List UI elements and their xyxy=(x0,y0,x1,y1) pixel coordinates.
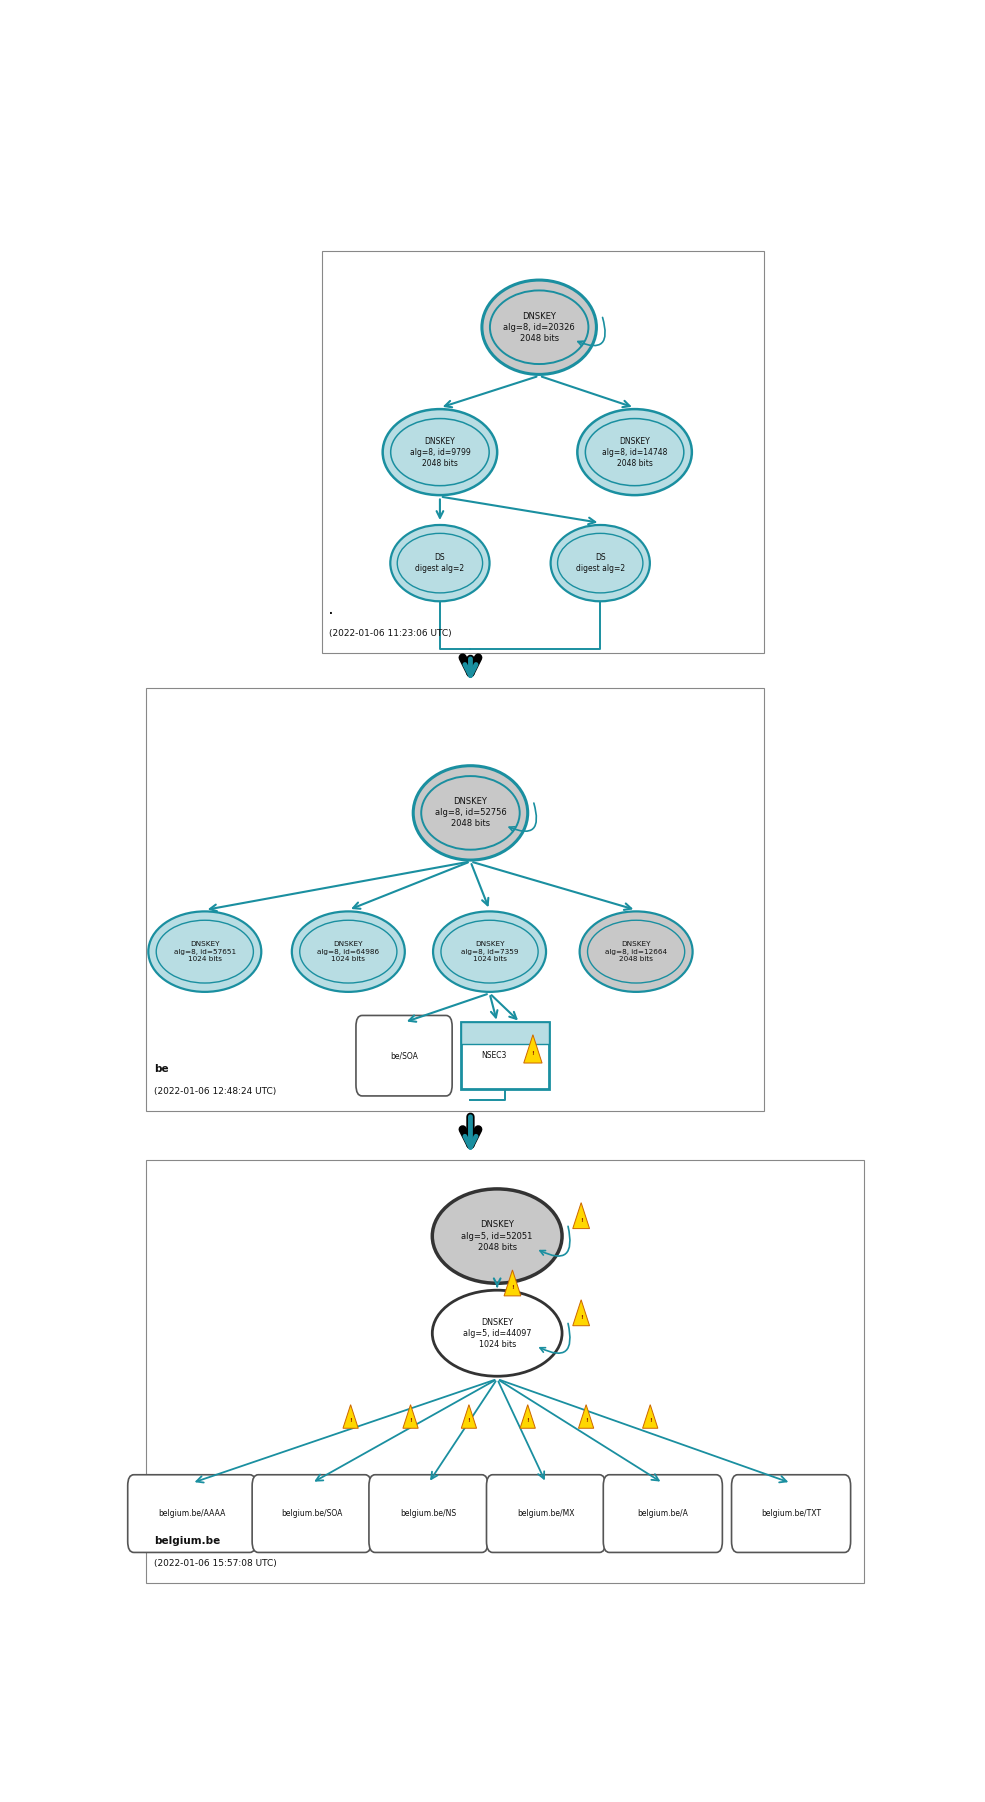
Ellipse shape xyxy=(292,912,405,991)
Text: belgium.be/A: belgium.be/A xyxy=(637,1508,689,1517)
Ellipse shape xyxy=(482,279,597,375)
Text: belgium.be/TXT: belgium.be/TXT xyxy=(761,1508,821,1517)
FancyBboxPatch shape xyxy=(252,1474,371,1553)
Text: belgium.be/AAAA: belgium.be/AAAA xyxy=(159,1508,226,1517)
Polygon shape xyxy=(504,1270,521,1296)
Text: DNSKEY
alg=5, id=44097
1024 bits: DNSKEY alg=5, id=44097 1024 bits xyxy=(463,1317,532,1350)
Text: DNSKEY
alg=8, id=57651
1024 bits: DNSKEY alg=8, id=57651 1024 bits xyxy=(173,941,235,962)
Text: !: ! xyxy=(511,1285,514,1290)
Text: !: ! xyxy=(349,1418,352,1424)
Text: DS
digest alg=2: DS digest alg=2 xyxy=(416,553,465,573)
Text: belgium.be/NS: belgium.be/NS xyxy=(401,1508,456,1517)
Ellipse shape xyxy=(432,1189,562,1283)
Ellipse shape xyxy=(551,524,650,602)
Text: !: ! xyxy=(468,1418,471,1424)
Text: (2022-01-06 11:23:06 UTC): (2022-01-06 11:23:06 UTC) xyxy=(329,629,452,638)
FancyBboxPatch shape xyxy=(128,1474,256,1553)
Ellipse shape xyxy=(414,766,528,860)
Text: !: ! xyxy=(580,1218,582,1224)
Text: be: be xyxy=(154,1063,168,1074)
Text: !: ! xyxy=(585,1418,587,1424)
Text: !: ! xyxy=(409,1418,412,1424)
Text: DS
digest alg=2: DS digest alg=2 xyxy=(575,553,624,573)
Text: (2022-01-06 12:48:24 UTC): (2022-01-06 12:48:24 UTC) xyxy=(154,1087,276,1096)
Bar xyxy=(461,1022,549,1088)
Text: DNSKEY
alg=8, id=12664
2048 bits: DNSKEY alg=8, id=12664 2048 bits xyxy=(605,941,667,962)
Text: NSEC3: NSEC3 xyxy=(482,1051,507,1060)
Text: DNSKEY
alg=8, id=52756
2048 bits: DNSKEY alg=8, id=52756 2048 bits xyxy=(434,796,506,829)
Text: DNSKEY
alg=8, id=9799
2048 bits: DNSKEY alg=8, id=9799 2048 bits xyxy=(410,436,470,469)
FancyBboxPatch shape xyxy=(369,1474,488,1553)
Ellipse shape xyxy=(382,409,497,496)
Ellipse shape xyxy=(579,912,692,991)
Text: DNSKEY
alg=8, id=14748
2048 bits: DNSKEY alg=8, id=14748 2048 bits xyxy=(602,436,667,469)
Polygon shape xyxy=(461,1406,477,1429)
Text: be/SOA: be/SOA xyxy=(390,1051,418,1060)
Bar xyxy=(461,1022,549,1043)
FancyBboxPatch shape xyxy=(487,1474,606,1553)
Bar xyxy=(146,688,764,1112)
Text: belgium.be: belgium.be xyxy=(154,1535,220,1546)
Bar xyxy=(146,1160,864,1582)
Text: !: ! xyxy=(526,1418,529,1424)
Text: belgium.be/SOA: belgium.be/SOA xyxy=(281,1508,343,1517)
FancyBboxPatch shape xyxy=(603,1474,722,1553)
Ellipse shape xyxy=(390,524,490,602)
Text: DNSKEY
alg=8, id=7359
1024 bits: DNSKEY alg=8, id=7359 1024 bits xyxy=(461,941,518,962)
Bar xyxy=(321,250,764,654)
Polygon shape xyxy=(403,1406,419,1429)
Polygon shape xyxy=(572,1202,590,1229)
Polygon shape xyxy=(343,1406,359,1429)
Text: belgium.be/MX: belgium.be/MX xyxy=(517,1508,575,1517)
Polygon shape xyxy=(524,1034,542,1063)
Text: .: . xyxy=(329,605,333,616)
Text: DNSKEY
alg=8, id=64986
1024 bits: DNSKEY alg=8, id=64986 1024 bits xyxy=(317,941,379,962)
Text: DNSKEY
alg=8, id=20326
2048 bits: DNSKEY alg=8, id=20326 2048 bits xyxy=(503,312,575,342)
Polygon shape xyxy=(572,1299,590,1326)
Ellipse shape xyxy=(149,912,261,991)
Text: (2022-01-06 15:57:08 UTC): (2022-01-06 15:57:08 UTC) xyxy=(154,1559,277,1568)
Text: !: ! xyxy=(580,1315,582,1319)
Ellipse shape xyxy=(433,912,546,991)
Text: !: ! xyxy=(532,1051,534,1056)
Polygon shape xyxy=(520,1406,536,1429)
Polygon shape xyxy=(642,1406,658,1429)
Text: DNSKEY
alg=5, id=52051
2048 bits: DNSKEY alg=5, id=52051 2048 bits xyxy=(462,1220,533,1252)
Ellipse shape xyxy=(432,1290,562,1377)
Ellipse shape xyxy=(577,409,691,496)
Polygon shape xyxy=(578,1406,594,1429)
FancyBboxPatch shape xyxy=(356,1016,452,1096)
Text: !: ! xyxy=(649,1418,652,1424)
FancyBboxPatch shape xyxy=(732,1474,851,1553)
